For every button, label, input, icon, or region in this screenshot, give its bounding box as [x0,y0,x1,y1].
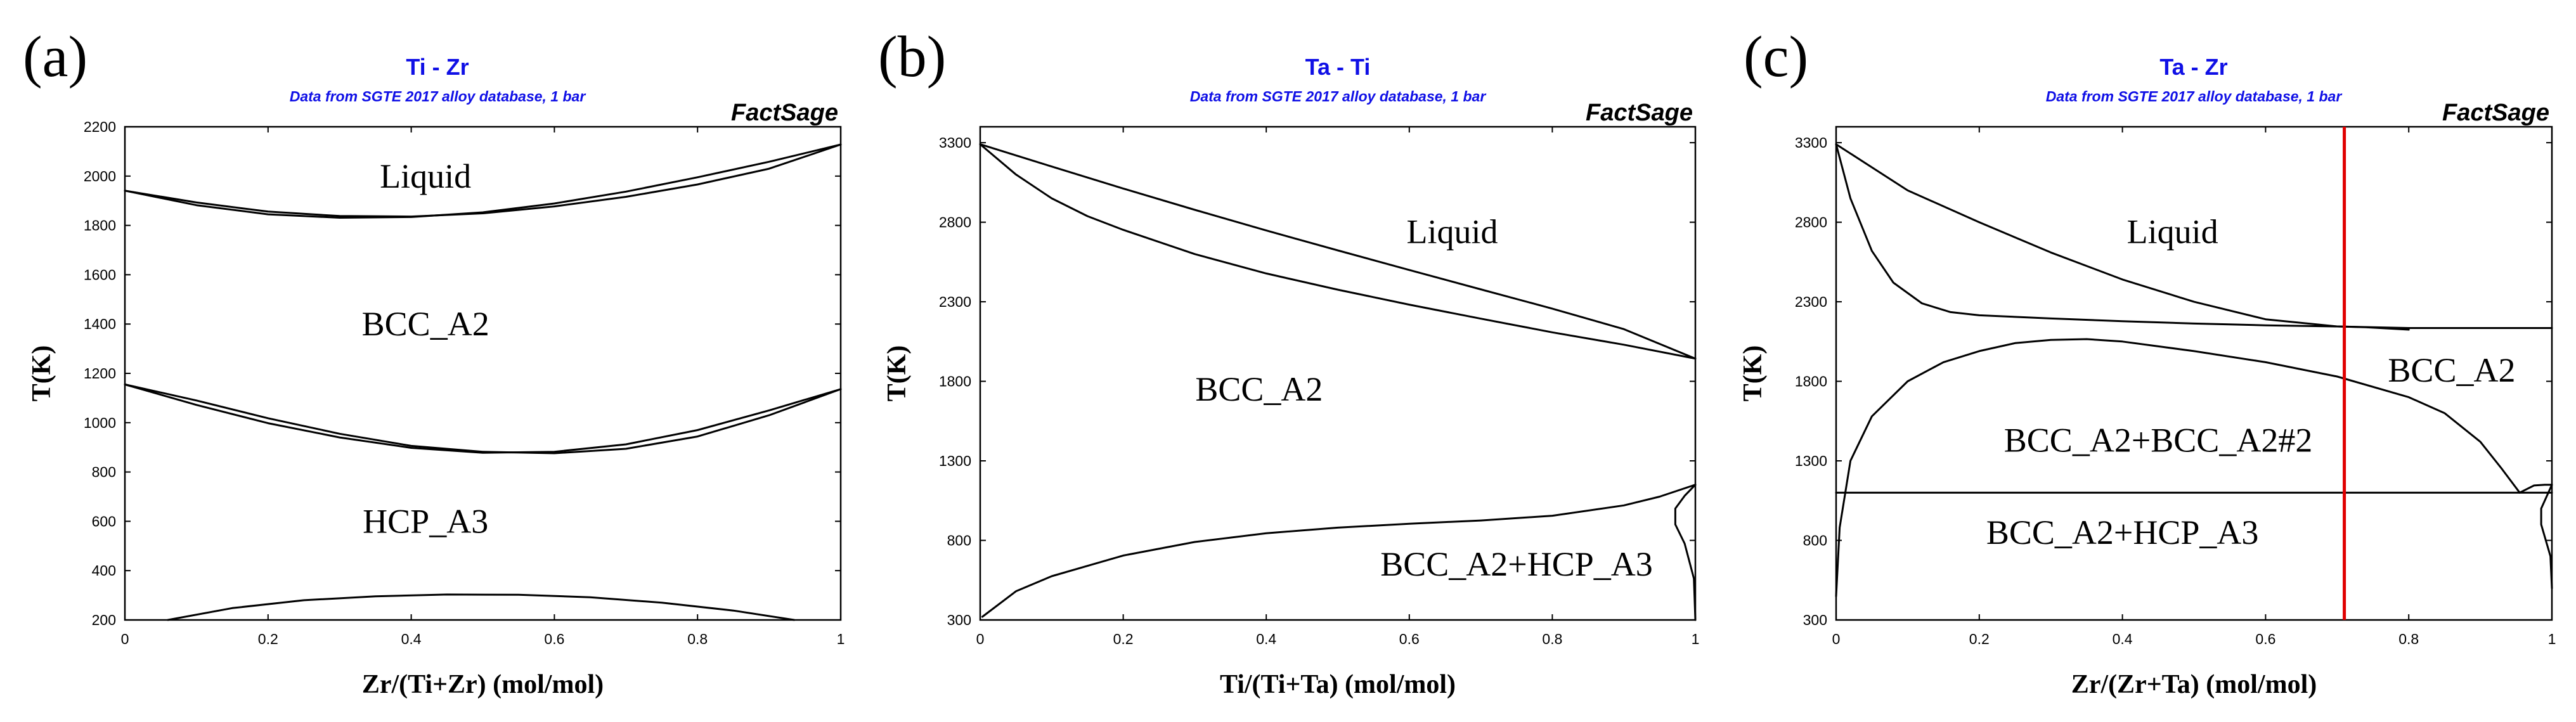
chart-panel-3: (c) Ta - Zr Data from SGTE 2017 alloy data… [1738,24,2556,699]
x-tick-label: 0.2 [1113,631,1134,647]
y-tick-label: 600 [92,513,116,529]
y-tick-label: 1800 [939,373,971,390]
x-tick-label: 1 [2548,631,2556,647]
y-tick-label: 2000 [84,168,116,184]
x-tick-label: 0 [976,631,985,647]
x-tick-label: 0.8 [687,631,708,647]
phase-boundary-line-6 [2540,484,2553,590]
y-tick-label: 1200 [84,365,116,382]
x-axis-label: Ti/(Ti+Ta) (mol/mol) [1220,670,1456,699]
y-tick-label: 1300 [939,453,971,469]
y-tick-label: 800 [947,532,971,549]
chart-panel-1: (a) Ti - Zr Data from SGTE 2017 alloy data… [23,24,845,699]
panel-letter: (a) [23,24,87,89]
phase-boundary-line-4 [124,384,842,454]
y-tick-label: 2200 [84,119,116,135]
factsage-brand: FactSage [731,100,838,126]
panel-letter: (b) [878,24,946,89]
chart-subtitle: Data from SGTE 2017 alloy database, 1 ba… [1190,88,1487,105]
chart-subtitle: Data from SGTE 2017 alloy database, 1 ba… [2046,88,2343,105]
x-tick-label: 0 [1832,631,1841,647]
y-axis-label: T(K) [1738,345,1768,402]
x-axis-label: Zr/(Ti+Zr) (mol/mol) [362,670,604,699]
y-tick-label: 1600 [84,266,116,283]
y-axis-label: T(K) [27,345,56,402]
y-tick-label: 2300 [1795,293,1827,310]
x-tick-label: 0 [121,631,129,647]
phase-region-label: Liquid [1406,213,1498,251]
factsage-brand: FactSage [2442,100,2549,126]
phase-boundary-line-2 [979,143,1697,360]
phase-region-label: HCP_A3 [363,502,488,540]
x-axis-label: Zr/(Zr+Ta) (mol/mol) [2071,670,2317,699]
x-tick-label: 0.8 [2398,631,2419,647]
phase-boundary-line-2 [124,143,842,219]
phase-region-label: Liquid [380,157,471,195]
x-tick-label: 0.4 [1256,631,1276,647]
x-tick-label: 0.2 [1969,631,1990,647]
plot-frame [124,126,842,621]
chart-title: Ta - Ti [1305,54,1371,80]
phase-boundary-line-4 [1674,484,1697,621]
y-tick-label: 200 [92,612,116,628]
x-tick-label: 1 [1692,631,1700,647]
phase-boundary-line-1 [979,143,1697,360]
y-tick-label: 2800 [939,214,971,231]
phase-boundary-line-3 [981,484,1697,618]
phase-region-label: BCC_A2 [1195,370,1323,408]
x-tick-label: 0.4 [2113,631,2133,647]
phase-region-label: BCC_A2+HCP_A3 [1380,545,1653,583]
y-tick-label: 1000 [84,415,116,431]
x-tick-label: 0.6 [544,631,564,647]
x-tick-label: 0.6 [2255,631,2275,647]
y-tick-label: 1400 [84,316,116,332]
y-tick-label: 400 [92,562,116,579]
chart-title: Ti - Zr [406,54,469,80]
chart-subtitle: Data from SGTE 2017 alloy database, 1 ba… [290,88,586,105]
phase-boundary-line-5 [167,593,796,621]
x-tick-label: 0.6 [1399,631,1420,647]
phase-region-label: BCC_A2+BCC_A2#2 [2004,421,2313,459]
phase-boundary-line-2 [1835,143,2553,329]
plot-frame [1835,126,2553,621]
y-tick-label: 1800 [84,217,116,234]
y-axis-label: T(K) [883,345,912,402]
phase-region-label: BCC_A2 [362,305,489,343]
y-tick-label: 2300 [939,293,971,310]
chart-panel-2: (b) Ta - Ti Data from SGTE 2017 alloy data… [878,24,1699,699]
y-tick-label: 300 [1803,612,1827,628]
phase-boundary-line-3 [1835,338,2521,597]
phase-region-label: BCC_A2 [2388,351,2515,389]
phase-boundary-line-5 [2518,484,2553,494]
panel-letter: (c) [1744,24,1808,89]
y-tick-label: 3300 [1795,134,1827,151]
x-tick-label: 0.4 [401,631,422,647]
chart-title: Ta - Zr [2159,54,2227,80]
plot-frame [979,126,1697,621]
x-tick-label: 0.2 [258,631,278,647]
y-tick-label: 3300 [939,134,971,151]
y-tick-label: 800 [1803,532,1827,549]
y-tick-label: 1300 [1795,453,1827,469]
y-tick-label: 300 [947,612,971,628]
y-tick-label: 1800 [1795,373,1827,390]
phase-boundary-line-3 [124,384,842,454]
y-tick-label: 800 [92,464,116,480]
phase-region-label: BCC_A2+HCP_A3 [1986,513,2259,551]
factsage-brand: FactSage [1586,100,1693,126]
x-tick-label: 0.8 [1542,631,1562,647]
phase-region-label: Liquid [2127,213,2218,251]
y-tick-label: 2800 [1795,214,1827,231]
x-tick-label: 1 [837,631,845,647]
